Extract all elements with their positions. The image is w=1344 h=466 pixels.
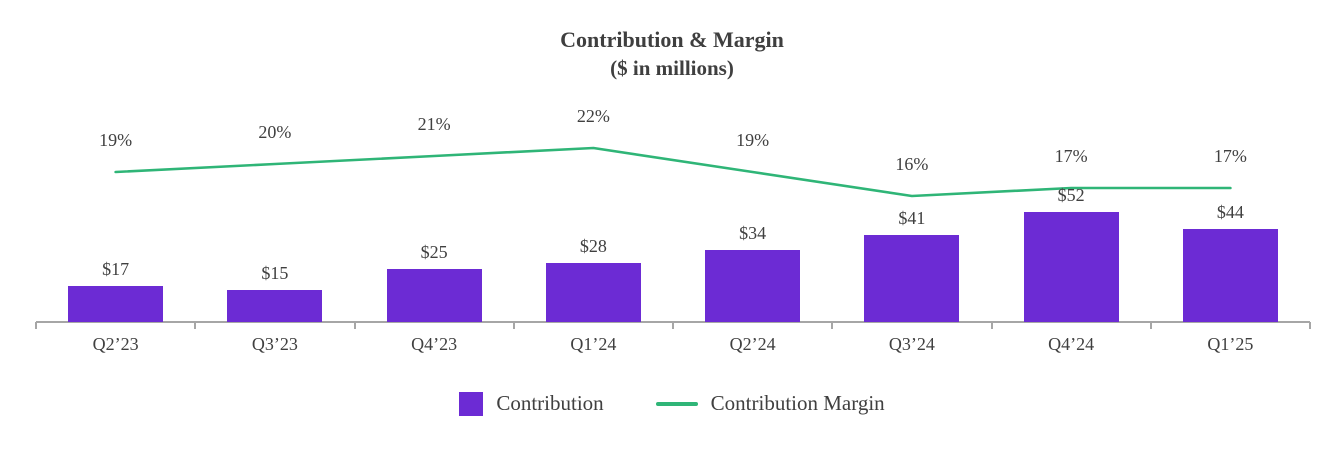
legend-label-contribution-margin: Contribution Margin [710,391,885,415]
x-axis-category-label: Q2’24 [729,334,776,354]
x-axis-tick [512,322,515,329]
contribution-value-label: $41 [898,208,926,229]
chart-title-block: Contribution & Margin ($ in millions) [0,26,1344,82]
legend-item-contribution: Contribution [459,391,604,416]
chart-title: Contribution & Margin [560,27,784,52]
margin-percent-label: 17% [1213,146,1247,166]
x-axis-category-label: Q1’25 [1207,334,1254,354]
x-axis-tick [672,322,674,329]
legend-label-contribution: Contribution [496,391,604,415]
contribution-bar [227,290,323,322]
x-axis-tick [990,322,993,329]
contribution-swatch [459,391,484,416]
contribution-bar [68,285,164,322]
x-axis-tick [353,322,356,329]
x-axis-category-label: Q3’24 [888,334,935,354]
x-axis-tick [35,322,37,329]
contribution-bar [1182,228,1278,322]
x-axis-category-label: Q4’24 [1048,334,1095,354]
x-axis-category-label: Q1’24 [570,334,617,354]
contribution-value-label: $52 [1057,184,1085,205]
margin-percent-label: 19% [736,130,770,150]
x-axis-tick [194,322,197,329]
x-axis-category-label: Q2’23 [92,334,139,354]
margin-percent-label: 17% [1054,146,1088,166]
contribution-value-label: $15 [261,263,289,284]
margin-percent-label: 20% [258,122,292,142]
margin-line-swatch [655,401,698,406]
contribution-bar [864,235,960,322]
x-axis-category-label: Q4’23 [411,334,458,354]
contribution-value-label: $28 [579,235,607,256]
margin-percent-label: 19% [99,130,133,150]
legend-item-contribution-margin: Contribution Margin [655,391,885,416]
contribution-value-label: $44 [1216,201,1244,222]
contribution-value-label: $17 [102,258,130,279]
legend: Contribution Contribution Margin [0,391,1344,416]
x-axis-tick [1149,322,1152,329]
margin-percent-label: 21% [417,114,451,134]
contribution-value-label: $34 [739,222,767,243]
chart-subtitle: ($ in millions) [610,55,734,80]
contribution-value-label: $25 [420,242,448,262]
contribution-bar [386,269,482,322]
x-axis-tick [831,322,834,329]
x-axis-tick [1309,322,1311,329]
x-axis-category-label: Q3’23 [251,334,298,354]
margin-line-path [114,146,1232,198]
margin-percent-label: 22% [576,106,610,126]
contribution-bar [1023,211,1119,322]
contribution-bar [705,249,801,322]
contribution-bar [545,262,641,322]
margin-percent-label: 16% [895,154,929,174]
